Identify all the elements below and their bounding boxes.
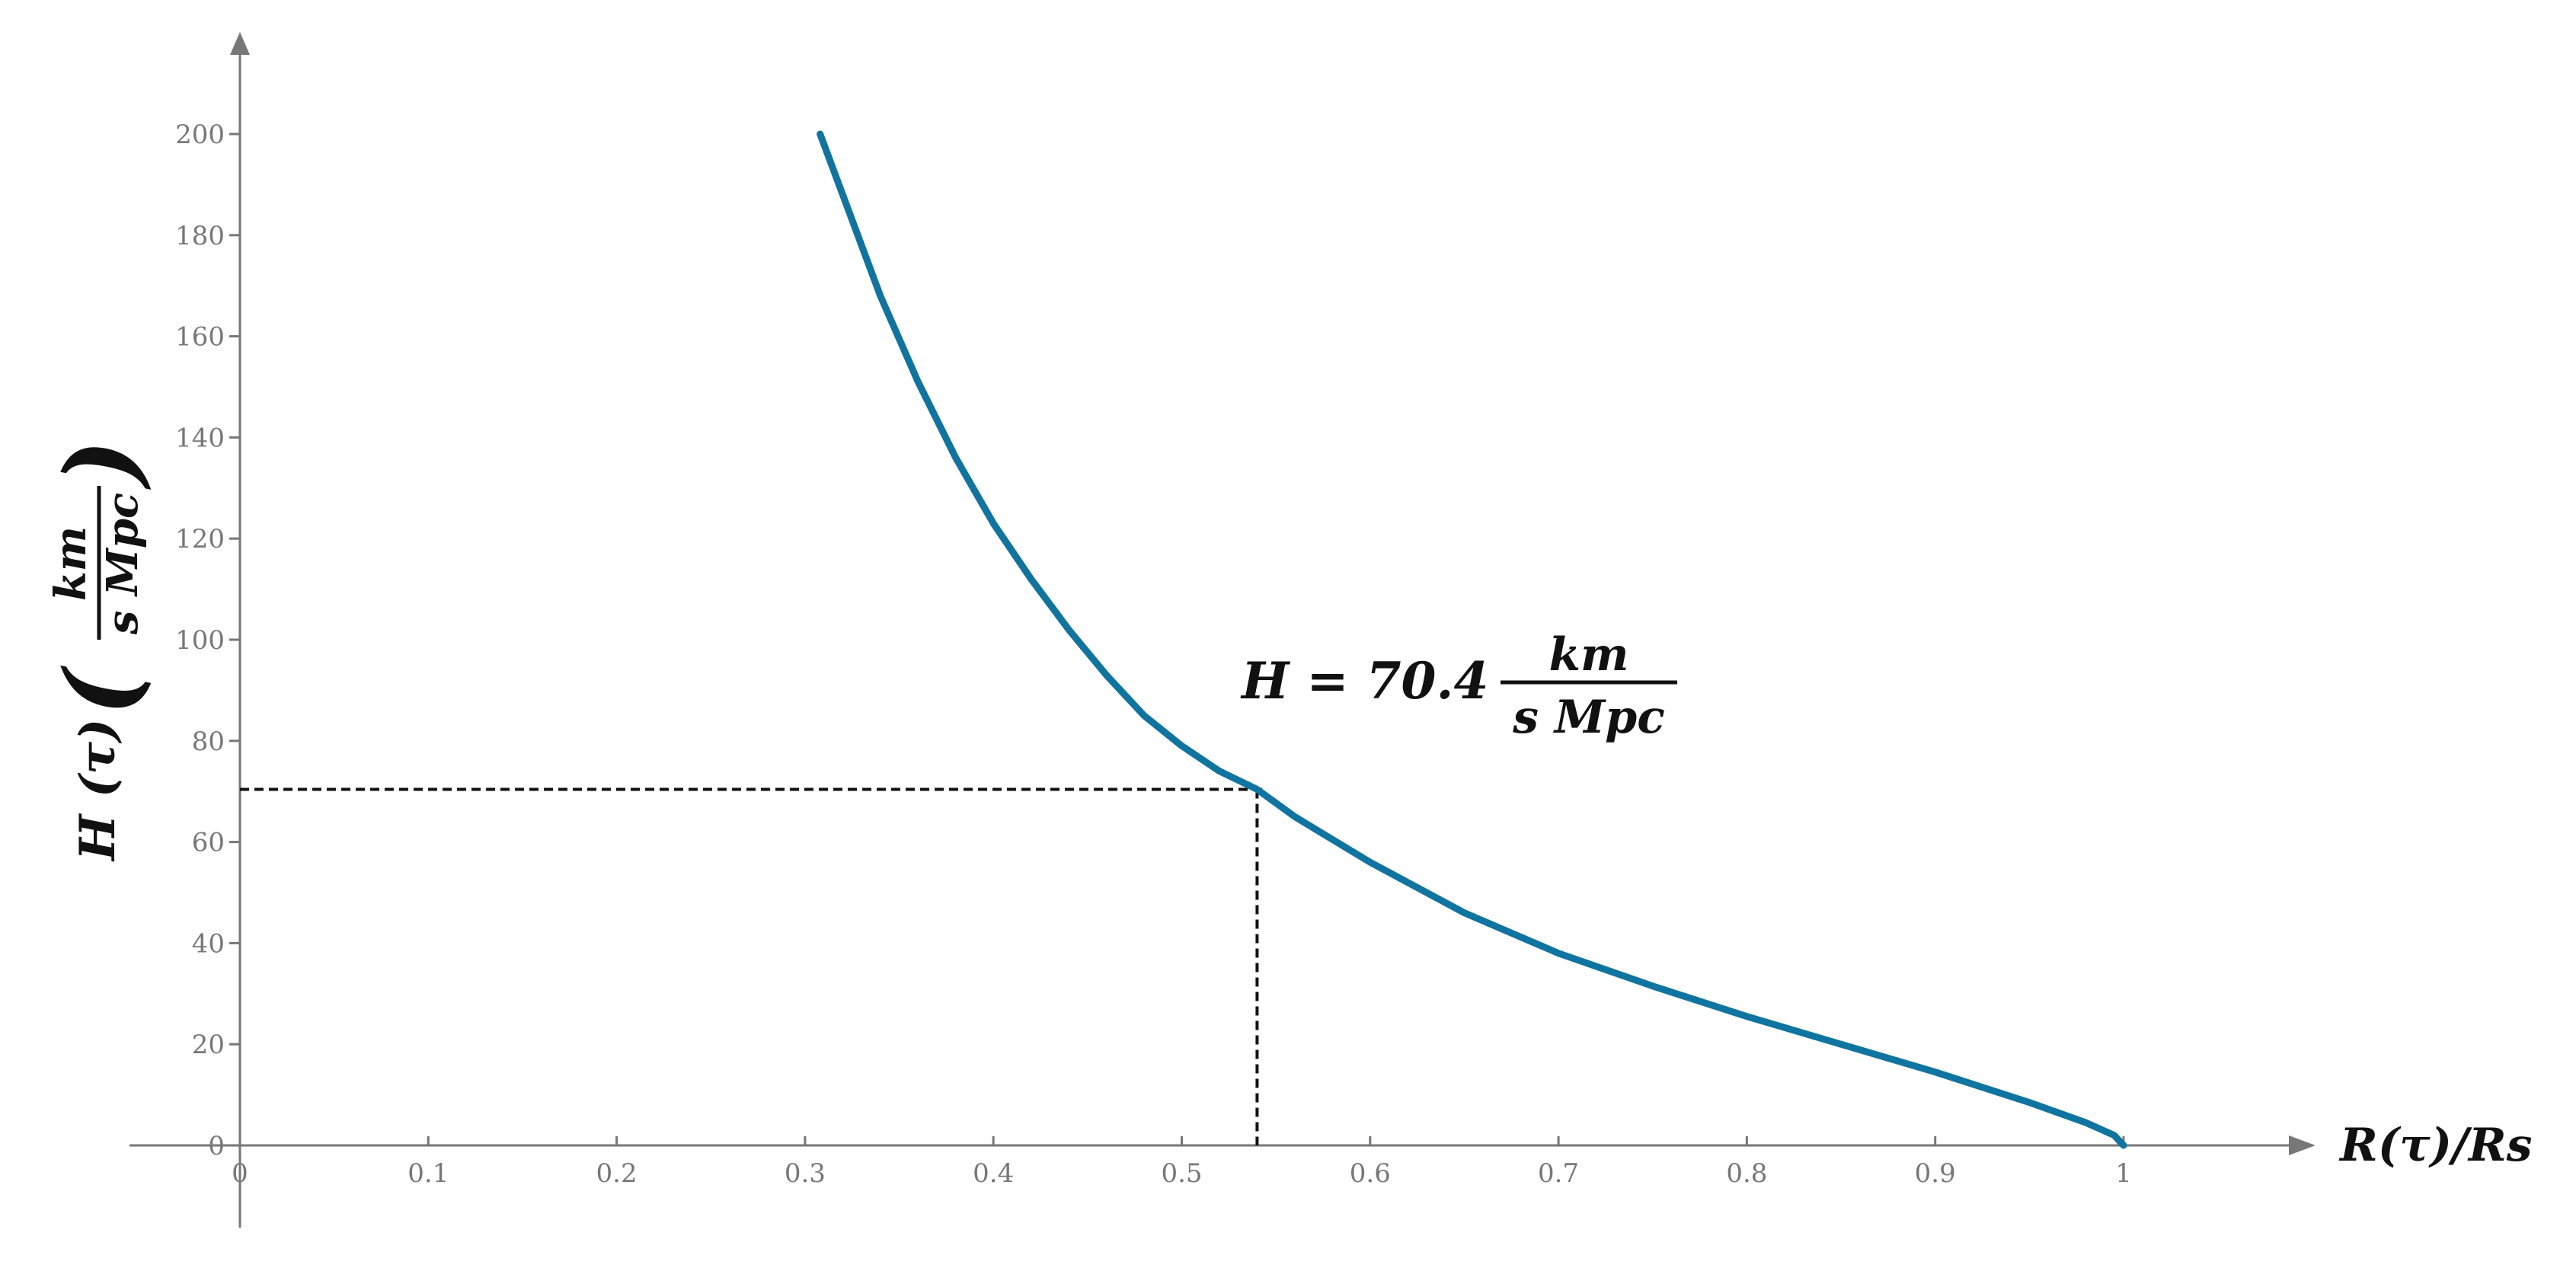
x-tick-label: 0.3 bbox=[785, 1158, 826, 1189]
x-tick-label: 0.6 bbox=[1350, 1158, 1391, 1189]
y-axis-ticks: 0 20 40 60 80 100 120 140 160 180 200 bbox=[175, 120, 240, 1161]
x-tick-label: 0.1 bbox=[407, 1158, 449, 1189]
x-tick-label: 0.9 bbox=[1915, 1158, 1956, 1189]
y-axis-title-paren-close: ) bbox=[43, 439, 159, 490]
y-axis-title-main: H (τ) bbox=[69, 719, 126, 862]
y-tick-label: 180 bbox=[175, 221, 225, 251]
y-tick-label: 100 bbox=[175, 625, 225, 656]
y-axis-unit-numerator: km bbox=[46, 526, 96, 601]
y-axis-title-paren-open: ( bbox=[43, 665, 159, 716]
x-tick-label: 0.4 bbox=[973, 1158, 1014, 1189]
y-tick-label: 60 bbox=[192, 828, 225, 858]
annotation-hubble-value: H = 70.4 km s Mpc bbox=[1240, 628, 1677, 744]
x-tick-label: 0.2 bbox=[596, 1158, 638, 1189]
y-tick-label: 120 bbox=[175, 524, 225, 554]
x-tick-label: 0.7 bbox=[1538, 1158, 1579, 1189]
y-tick-label: 140 bbox=[175, 423, 225, 453]
y-axis-title: H (τ) ( km s Mpc ) bbox=[43, 439, 159, 862]
y-axis-unit-denominator: s Mpc bbox=[97, 493, 148, 635]
y-tick-label: 80 bbox=[192, 727, 225, 757]
y-tick-label: 20 bbox=[192, 1030, 225, 1060]
x-tick-label: 0.8 bbox=[1726, 1158, 1767, 1189]
x-axis-arrowhead bbox=[2289, 1135, 2316, 1155]
x-axis-title: R(τ)/Rs bbox=[2338, 1119, 2533, 1172]
y-tick-label: 0 bbox=[208, 1131, 225, 1161]
reference-lines bbox=[240, 787, 1265, 1145]
y-tick-label: 40 bbox=[192, 928, 225, 959]
series-curve bbox=[817, 130, 2127, 1149]
annotation-unit-numerator: km bbox=[1548, 628, 1628, 682]
y-axis-arrowhead bbox=[230, 32, 250, 55]
x-tick-label: 0.5 bbox=[1161, 1158, 1202, 1189]
x-tick-label: 0 bbox=[232, 1158, 248, 1189]
y-tick-label: 160 bbox=[175, 322, 225, 353]
annotation-unit-denominator: s Mpc bbox=[1512, 691, 1665, 744]
annotation-label: H = 70.4 bbox=[1240, 651, 1488, 711]
x-axis-ticks: 0 0.1 0.2 0.3 0.4 0.5 0.6 0.7 0.8 0.9 1 bbox=[232, 1136, 2132, 1189]
x-tick-label: 1 bbox=[2115, 1158, 2132, 1189]
y-tick-label: 200 bbox=[175, 120, 225, 150]
